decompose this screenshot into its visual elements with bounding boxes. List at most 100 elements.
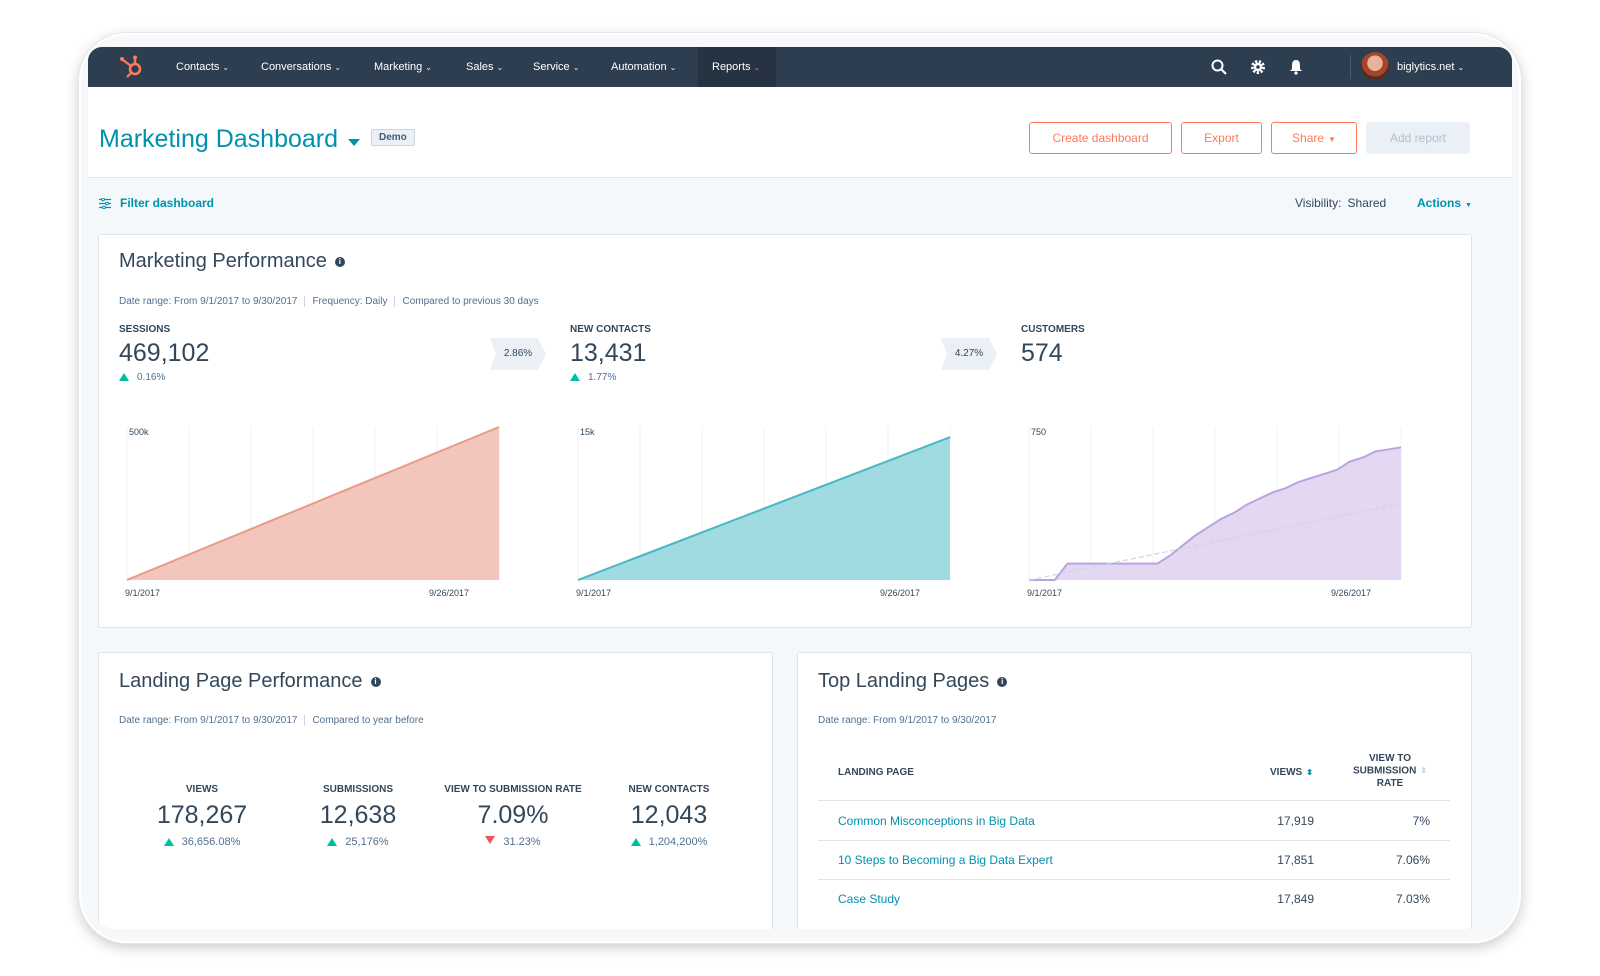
- info-icon[interactable]: i: [370, 676, 381, 687]
- nav-divider: [1350, 55, 1351, 79]
- chevron-down-icon: ⌄: [425, 63, 432, 72]
- column-label-line: SUBMISSION ⬍: [1350, 765, 1430, 778]
- metric-value: 13,431: [570, 339, 647, 367]
- conversion-rate-text-wrap: 2.86%: [493, 338, 549, 370]
- chevron-down-icon: ⌄: [1457, 63, 1465, 72]
- metric-change: 36,656.08%: [117, 836, 287, 848]
- metric-label: VIEWS: [185, 784, 219, 795]
- info-icon[interactable]: i: [334, 256, 345, 267]
- lp-metric-submissions: SUBMISSIONS 12,638 25,176%: [273, 784, 443, 848]
- nav-label: Automation: [611, 61, 667, 73]
- series-area: [1029, 447, 1401, 580]
- arrow-up-icon: [630, 838, 641, 846]
- gear-icon[interactable]: [1249, 58, 1267, 76]
- export-button[interactable]: Export: [1181, 122, 1262, 154]
- views-cell: 17,849: [1277, 892, 1314, 906]
- bell-icon[interactable]: [1287, 58, 1305, 76]
- marketing-performance-card: Marketing Performance i Date range: From …: [98, 234, 1472, 628]
- change-value: 0.16%: [137, 372, 166, 383]
- caret-down-icon: ▼: [1465, 202, 1472, 209]
- nav-item-marketing[interactable]: Marketing ⌄: [374, 47, 432, 87]
- page-title[interactable]: Marketing Dashboard: [99, 125, 339, 153]
- caret-down-icon: ▼: [1328, 135, 1336, 144]
- share-label: Share: [1292, 131, 1325, 145]
- column-label: RATE: [1376, 777, 1404, 789]
- metric-value: 469,102: [119, 339, 210, 367]
- card-title: Marketing Performance i: [119, 250, 345, 273]
- column-header-views[interactable]: VIEWS ⬍: [1270, 767, 1313, 778]
- divider: [304, 296, 306, 307]
- metric-label: VIEW TO SUBMISSION RATE: [444, 784, 582, 795]
- hubspot-logo-icon[interactable]: [118, 55, 146, 79]
- caret-down-icon[interactable]: [348, 139, 360, 146]
- nav-label: Service: [533, 61, 570, 73]
- metric-change: 31.23%: [428, 836, 598, 848]
- series-line: [126, 426, 500, 581]
- date-range: Date range: From 9/1/2017 to 9/30/2017: [119, 296, 298, 308]
- landing-page-link[interactable]: Case Study: [838, 892, 901, 906]
- landing-page-link[interactable]: 10 Steps to Becoming a Big Data Expert: [838, 853, 1053, 867]
- chevron-down-icon: ⌄: [753, 63, 761, 72]
- conversion-rate: 2.86%: [503, 348, 533, 359]
- nav-item-service[interactable]: Service ⌄: [533, 47, 579, 87]
- visibility-value: Shared: [1347, 196, 1387, 210]
- customers-area-chart: 750 9/1/2017 9/26/2017: [1027, 427, 1402, 598]
- report-meta: Date range: From 9/1/2017 to 9/30/2017: [818, 715, 997, 726]
- change-value: 31.23%: [503, 836, 541, 848]
- rate-cell: 7%: [1412, 814, 1430, 828]
- landing-page-link[interactable]: Common Misconceptions in Big Data: [838, 814, 1035, 828]
- top-landing-pages-card: Top Landing Pages i Date range: From 9/1/…: [797, 652, 1472, 929]
- avatar[interactable]: [1361, 52, 1389, 80]
- comparison: Compared to year before: [312, 715, 424, 727]
- card-title: Landing Page Performance i: [119, 670, 381, 693]
- frequency: Frequency: Daily: [312, 296, 388, 308]
- status-badge: Demo: [371, 129, 415, 146]
- metric-label: NEW CONTACTS: [570, 324, 651, 335]
- info-icon[interactable]: i: [997, 676, 1008, 687]
- column-header-rate[interactable]: VIEW TO SUBMISSION ⬍ RATE: [1350, 753, 1430, 790]
- metric-change: 0.16%: [119, 372, 165, 383]
- top-nav: Contacts ⌄ Conversations ⌄ Marketing ⌄ Sale…: [88, 47, 1512, 87]
- share-button[interactable]: Share ▼: [1271, 122, 1357, 154]
- sessions-area-chart: 500k 9/1/2017 9/26/2017: [125, 426, 500, 598]
- card-title-text: Marketing Performance: [119, 250, 327, 272]
- nav-item-conversations[interactable]: Conversations ⌄: [261, 47, 341, 87]
- column-header-landing-page[interactable]: LANDING PAGE: [838, 767, 914, 778]
- filter-icon[interactable]: [99, 198, 111, 209]
- visibility-label: Visibility:: [1295, 196, 1342, 210]
- change-value: 25,176%: [345, 836, 389, 848]
- conversion-rate-badge: [490, 338, 546, 370]
- visibility-control[interactable]: Visibility: Shared: [1295, 196, 1386, 210]
- x-tick-label: 9/1/2017: [1027, 588, 1062, 598]
- app-window: Contacts ⌄ Conversations ⌄ Marketing ⌄ Sale…: [88, 47, 1512, 929]
- nav-item-reports[interactable]: Reports ⌄: [698, 47, 776, 87]
- nav-item-automation[interactable]: Automation ⌄: [611, 47, 676, 87]
- column-label: SUBMISSION: [1352, 765, 1417, 777]
- series-line: [1029, 446, 1402, 581]
- account-menu[interactable]: biglytics.net ⌄: [1397, 47, 1464, 87]
- metric-label: SUBMISSIONS: [322, 784, 393, 795]
- metric-change: 1.77%: [570, 372, 616, 383]
- table-divider: [818, 800, 1450, 801]
- x-tick-label: 9/1/2017: [576, 588, 611, 598]
- nav-item-sales[interactable]: Sales ⌄: [466, 47, 503, 87]
- table-divider: [818, 840, 1450, 841]
- arrow-up-icon: [163, 838, 174, 846]
- filter-dashboard-link[interactable]: Filter dashboard: [120, 196, 215, 210]
- sort-icon: ⬍: [1420, 766, 1428, 775]
- create-dashboard-button[interactable]: Create dashboard: [1029, 122, 1172, 154]
- views-cell: 17,919: [1277, 814, 1314, 828]
- divider: [304, 715, 306, 726]
- metric-label: SESSIONS: [119, 324, 171, 335]
- actions-menu[interactable]: Actions ▼: [1417, 196, 1472, 210]
- add-report-button[interactable]: Add report: [1366, 122, 1470, 154]
- metric-value: 574: [1021, 339, 1063, 367]
- metric-value: 12,043: [630, 801, 708, 829]
- chevron-down-icon: ⌄: [222, 63, 230, 72]
- lp-metric-new-contacts: NEW CONTACTS 12,043 1,204,200%: [584, 784, 754, 848]
- chevron-down-icon: ⌄: [334, 63, 342, 72]
- nav-item-contacts[interactable]: Contacts ⌄: [176, 47, 229, 87]
- search-icon[interactable]: [1210, 58, 1228, 76]
- x-tick-label: 9/26/2017: [1331, 588, 1371, 598]
- metric-change: 1,204,200%: [584, 836, 754, 848]
